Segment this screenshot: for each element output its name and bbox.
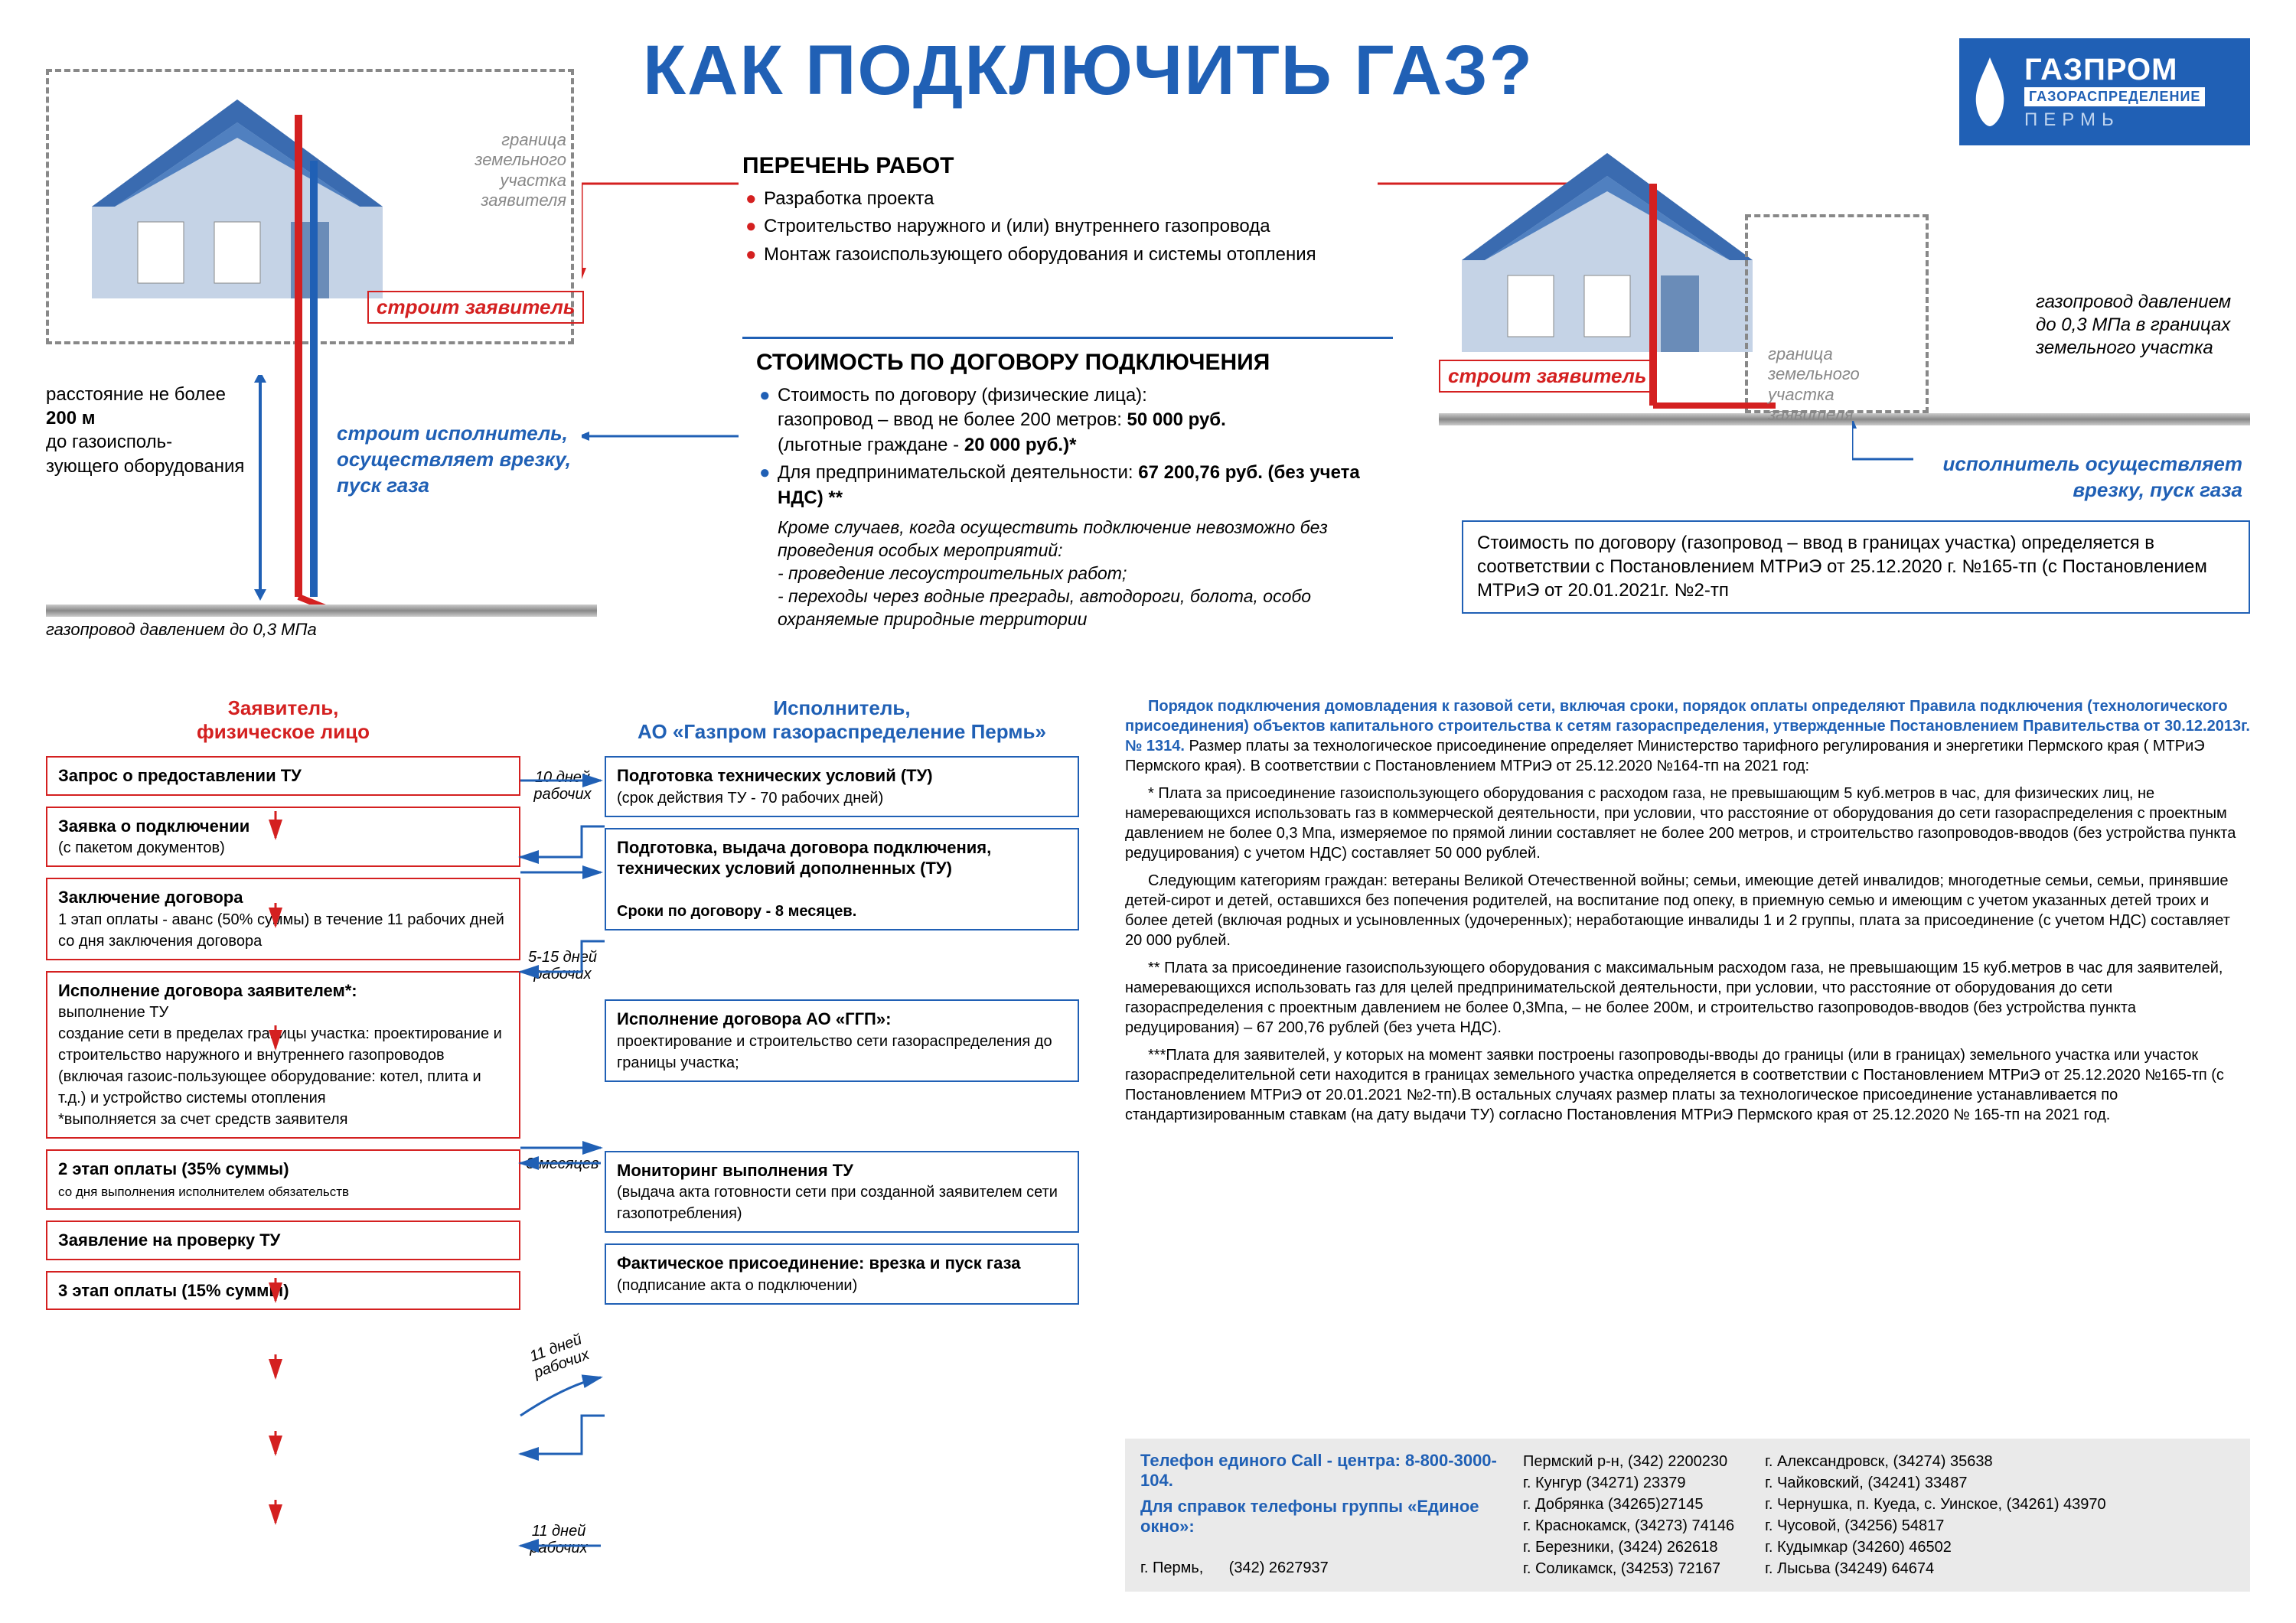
works-section: ПЕРЕЧЕНЬ РАБОТ Разработка проекта Строит… (742, 153, 1378, 270)
okno-line: Для справок телефоны группы «Единое окно… (1140, 1497, 1523, 1537)
flow-arrows (46, 750, 1087, 1607)
logo-brand: ГАЗПРОМ (2024, 53, 2205, 87)
builder-executor-label: строит исполнитель, осуществляет врезку,… (337, 421, 597, 498)
flow-left-heading: Заявитель, физическое лицо (46, 696, 520, 744)
cost-section: СТОИМОСТЬ ПО ДОГОВОРУ ПОДКЛЮЧЕНИЯ Стоимо… (742, 337, 1393, 641)
builder-applicant-label: строит заявитель (367, 291, 584, 324)
boundary-label: граница земельного участка заявителя (413, 130, 566, 211)
builder-applicant-label-right: строит заявитель (1439, 360, 1655, 393)
boundary-label-right: граница земельного участка заявителя (1768, 344, 1921, 425)
logo-sub1: ГАЗОРАСПРЕДЕЛЕНИЕ (2024, 87, 2205, 106)
right-cost-box: Стоимость по договору (газопровод – ввод… (1462, 520, 2250, 614)
distance-label: расстояние не более200 мдо газоисполь-зу… (46, 383, 245, 478)
cost-item: Стоимость по договору (физические лица):… (756, 383, 1379, 458)
logo-sub2: ПЕРМЬ (2024, 109, 2205, 131)
gazprom-logo: ГАЗПРОМ ГАЗОРАСПРЕДЕЛЕНИЕ ПЕРМЬ (1959, 38, 2250, 145)
cost-heading: СТОИМОСТЬ ПО ДОГОВОРУ ПОДКЛЮЧЕНИЯ (756, 350, 1379, 376)
contacts-box: Телефон единого Call - центра: 8-800-300… (1125, 1439, 2250, 1592)
legal-p: Следующим категориям граждан: ветераны В… (1125, 871, 2250, 950)
legal-p: ** Плата за присоединение газоиспользующ… (1125, 958, 2250, 1038)
works-item: Разработка проекта (742, 187, 1378, 211)
pipe-side-label: газопровод давлением до 0,3 МПа в границ… (2036, 291, 2250, 360)
flow-right-heading: Исполнитель, АО «Газпром газораспределен… (605, 696, 1079, 744)
works-item: Строительство наружного и (или) внутренн… (742, 214, 1378, 239)
phone-col: Пермский р-н, (342) 2200230 г. Кунгур (3… (1523, 1451, 1734, 1579)
works-item: Монтаж газоиспользующего оборудования и … (742, 243, 1378, 267)
pipe-label-left: газопровод давлением до 0,3 МПа (46, 620, 317, 640)
left-house-diagram: граница земельного участка заявителя стр… (46, 69, 597, 635)
works-heading: ПЕРЕЧЕНЬ РАБОТ (742, 153, 1378, 179)
cost-note: Кроме случаев, когда осуществить подключ… (756, 517, 1379, 631)
cost-item: Для предпринимательской деятельности: 67… (756, 461, 1379, 510)
flame-icon (1967, 54, 2013, 130)
executor-label-right: исполнитель осуществляет врезку, пуск га… (1913, 451, 2242, 504)
phone-col: г. Александровск, (34274) 35638 г. Чайко… (1765, 1451, 2106, 1579)
legal-text: Порядок подключения домовладения к газов… (1125, 696, 2250, 1133)
cost-list: Стоимость по договору (физические лица):… (756, 383, 1379, 510)
call-center-line: Телефон единого Call - центра: 8-800-300… (1140, 1451, 1523, 1491)
page-title: КАК ПОДКЛЮЧИТЬ ГАЗ? (643, 31, 1534, 111)
legal-p: ***Плата для заявителей, у которых на мо… (1125, 1045, 2250, 1125)
legal-p: * Плата за присоединение газоиспользующе… (1125, 784, 2250, 863)
works-list: Разработка проекта Строительство наружно… (742, 187, 1378, 267)
